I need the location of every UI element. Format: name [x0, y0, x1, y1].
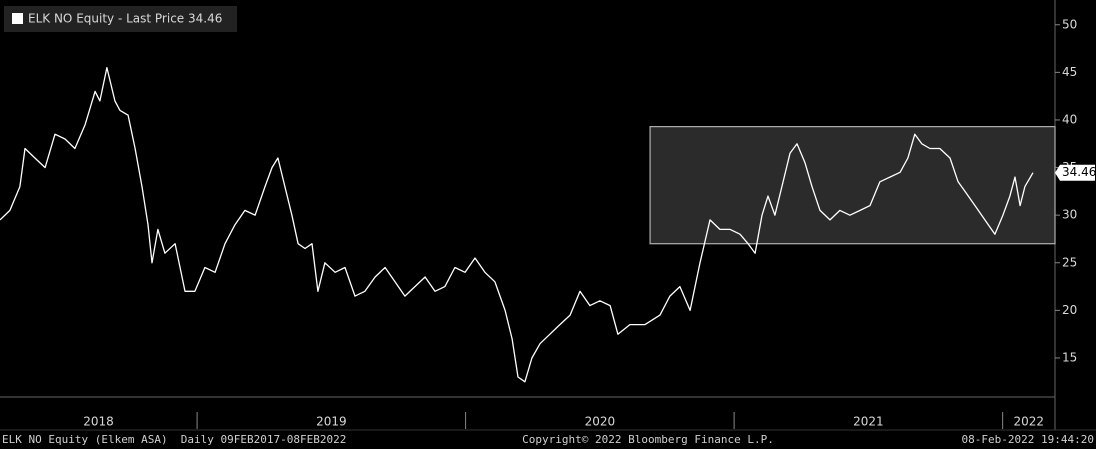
- x-tick-label: 2019: [316, 415, 347, 429]
- y-tick-label: 15: [1062, 350, 1077, 364]
- legend-label: ELK NO Equity - Last Price 34.46: [28, 12, 222, 26]
- y-tick-label: 40: [1062, 112, 1077, 126]
- legend-box: [4, 6, 237, 32]
- x-tick-label: 2020: [585, 415, 616, 429]
- y-tick-label: 20: [1062, 303, 1077, 317]
- y-tick-label: 30: [1062, 208, 1077, 222]
- y-tick-label: 45: [1062, 65, 1077, 79]
- last-price-label: 34.46: [1062, 165, 1096, 179]
- footer-left: ELK NO Equity (Elkem ASA) Daily 09FEB201…: [2, 433, 346, 446]
- y-tick-label: 50: [1062, 17, 1077, 31]
- footer-center: Copyright© 2022 Bloomberg Finance L.P.: [522, 433, 774, 446]
- x-tick-label: 2018: [83, 415, 114, 429]
- price-line: [0, 66, 1034, 383]
- y-tick-label: 25: [1062, 255, 1077, 269]
- x-tick-label: 2022: [1014, 415, 1045, 429]
- x-tick-label: 2021: [853, 415, 884, 429]
- range-band: [649, 126, 1056, 245]
- footer-right: 08-Feb-2022 19:44:20: [962, 433, 1094, 446]
- legend-swatch: [12, 13, 23, 24]
- last-price-tag: [1055, 164, 1095, 181]
